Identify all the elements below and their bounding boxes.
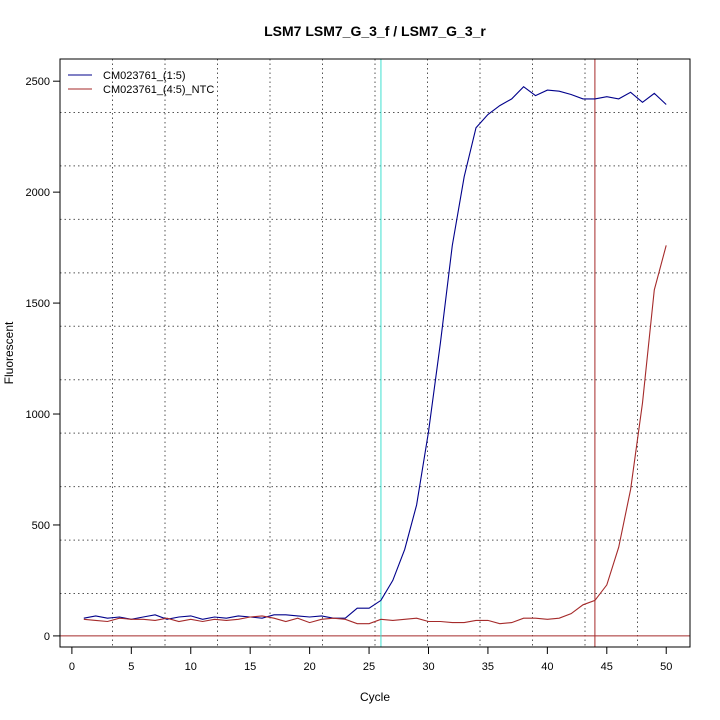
x-tick-label: 25: [363, 661, 375, 673]
y-tick-label: 0: [44, 631, 50, 643]
y-axis: 0 500 1000 1500 2000 2500: [26, 76, 61, 643]
grid-lines: [60, 59, 690, 647]
x-axis-label: Cycle: [360, 690, 390, 704]
series-lines: [83, 85, 667, 625]
series-line-1: [83, 85, 667, 620]
x-tick-label: 5: [128, 661, 134, 673]
x-tick-label: 10: [185, 661, 197, 673]
series-line-2: [83, 245, 667, 625]
y-tick-label: 500: [32, 520, 50, 532]
y-tick-label: 1500: [26, 298, 50, 310]
y-tick-label: 2500: [26, 76, 50, 88]
y-tick-label: 2000: [26, 187, 50, 199]
x-tick-label: 0: [69, 661, 75, 673]
y-tick-label: 1000: [26, 409, 50, 421]
legend-label: CM023761_(1:5): [103, 70, 186, 82]
x-tick-label: 20: [303, 661, 315, 673]
x-tick-label: 40: [541, 661, 553, 673]
x-tick-label: 15: [244, 661, 256, 673]
legend-label: CM023761_(4:5)_NTC: [103, 84, 214, 96]
x-tick-label: 45: [601, 661, 613, 673]
x-tick-label: 50: [660, 661, 672, 673]
x-tick-label: 35: [482, 661, 494, 673]
x-axis: 0 5 10 15 20 25 30 35 40 45 50: [69, 646, 672, 673]
y-axis-label: Fluorescent: [2, 321, 16, 384]
reference-lines: [60, 59, 690, 647]
legend: CM023761_(1:5) CM023761_(4:5)_NTC: [68, 70, 214, 96]
chart-title: LSM7 LSM7_G_3_f / LSM7_G_3_r: [264, 23, 486, 39]
x-tick-label: 30: [422, 661, 434, 673]
